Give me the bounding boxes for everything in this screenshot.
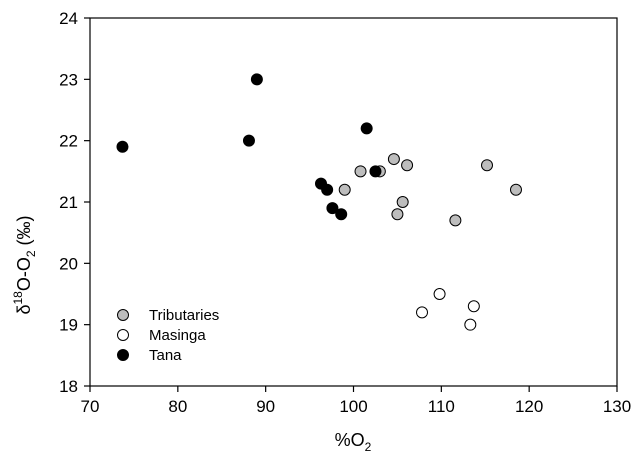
- tana-point: [116, 140, 129, 153]
- y-tick-label: 19: [59, 316, 78, 335]
- x-tick-label: 90: [256, 397, 275, 416]
- axes: 70 80 90 100 110 120 130 18 19 20 21 22 23 24: [59, 9, 631, 416]
- y-tick-label: 23: [59, 70, 78, 89]
- tana-point: [335, 208, 348, 221]
- y-tick-label: 21: [59, 193, 78, 212]
- y-tick-label: 20: [59, 254, 78, 273]
- y-axis-label-suffix: (‰): [14, 215, 34, 250]
- x-axis-label-subscript: 2: [365, 440, 372, 454]
- y-axis-label-superscript: 18: [11, 291, 25, 305]
- masinga-point: [467, 300, 480, 313]
- y-axis-label: δ18O-O2 (‰): [11, 215, 38, 314]
- tributaries-point: [338, 183, 351, 196]
- tana-point: [250, 73, 263, 86]
- y-tick-label: 24: [59, 9, 78, 28]
- masinga-point: [416, 306, 429, 319]
- legend-label-tana: Tana: [149, 347, 182, 364]
- x-tick-label: 110: [428, 397, 455, 416]
- legend-marker-tributaries: [117, 309, 129, 321]
- tributaries-point: [391, 208, 404, 221]
- x-tick-label: 130: [603, 397, 631, 416]
- tana-point: [326, 202, 339, 215]
- tributaries-point: [449, 214, 462, 227]
- x-tick-label: 70: [81, 397, 100, 416]
- legend: Tributaries Masinga Tana: [117, 307, 219, 364]
- tana-point: [369, 165, 382, 178]
- tributaries-point: [354, 165, 367, 178]
- legend-label-tributaries: Tributaries: [149, 307, 219, 324]
- x-axis-label-prefix: %O: [335, 430, 365, 450]
- data-points: [116, 73, 522, 331]
- tributaries-point: [401, 159, 414, 172]
- x-axis-label: %O2: [335, 430, 372, 454]
- tributaries-point: [396, 196, 409, 208]
- y-tick-label: 22: [59, 132, 78, 151]
- y-axis-label-delta: δ: [14, 305, 34, 315]
- masinga-point: [464, 318, 477, 331]
- tributaries-point: [509, 183, 522, 196]
- legend-marker-tana: [117, 349, 129, 361]
- tana-point: [360, 122, 373, 135]
- tributaries-point: [481, 159, 494, 172]
- x-tick-label: 80: [168, 397, 187, 416]
- masinga-point: [433, 288, 446, 300]
- legend-label-masinga: Masinga: [149, 327, 206, 344]
- tana-point: [321, 183, 334, 196]
- y-axis-label-mid: O-O: [14, 257, 34, 291]
- x-tick-label: 120: [515, 397, 543, 416]
- y-axis-label-subscript: 2: [24, 250, 38, 257]
- tana-point: [242, 134, 255, 147]
- legend-marker-masinga: [117, 329, 129, 341]
- tributaries-point: [387, 153, 400, 166]
- x-tick-label: 100: [339, 397, 367, 416]
- y-tick-label: 18: [59, 377, 78, 396]
